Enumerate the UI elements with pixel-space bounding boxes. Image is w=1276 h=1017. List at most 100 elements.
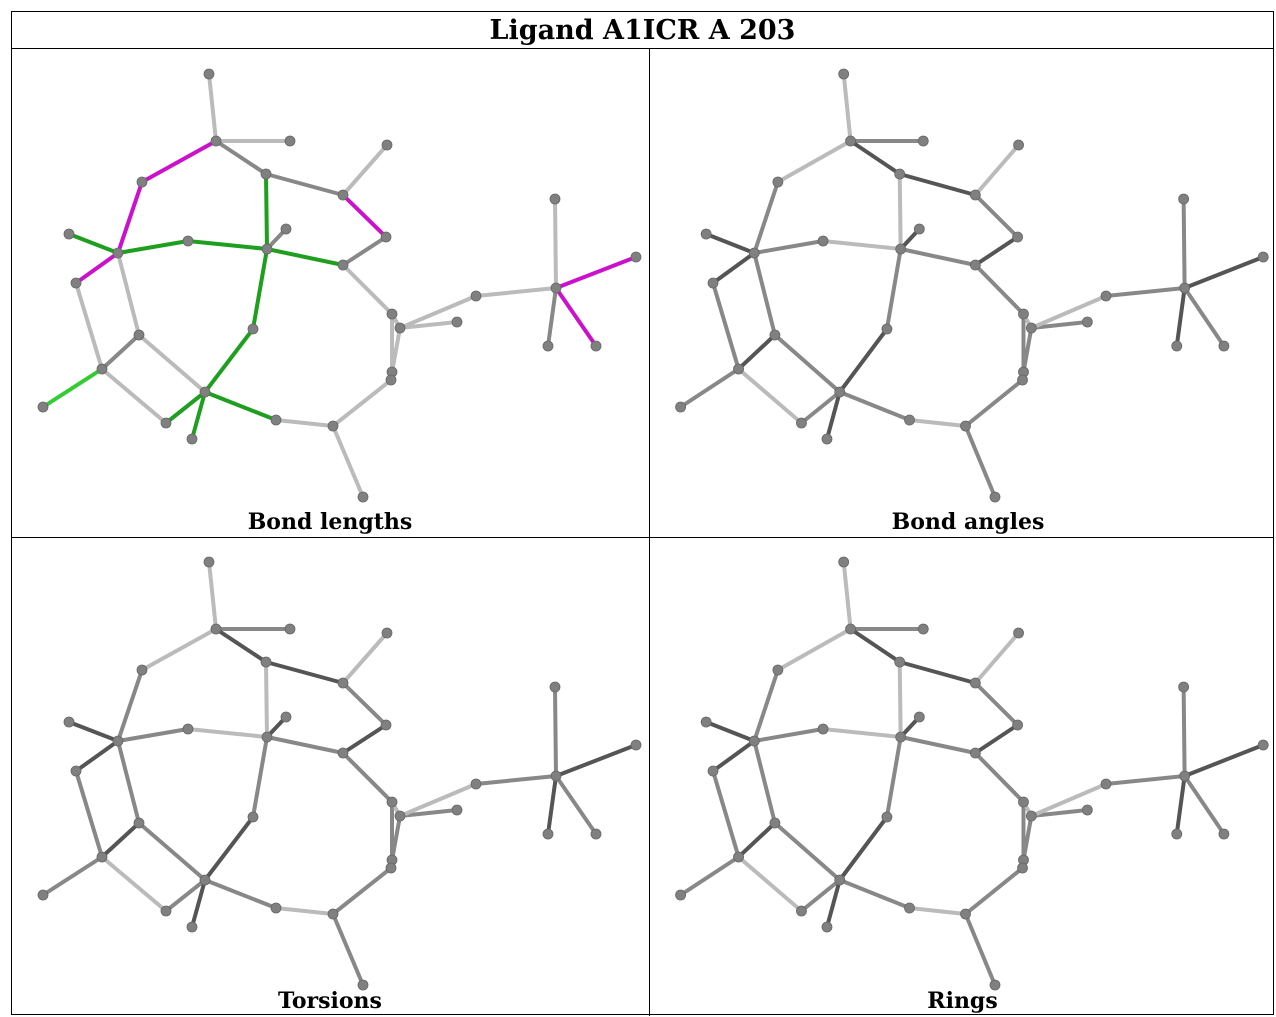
bond-line [1174, 774, 1187, 836]
bond-line [207, 72, 218, 143]
bond-line [973, 235, 1020, 267]
bond-line [973, 193, 1020, 239]
bond-line [736, 855, 804, 913]
bond-line [341, 263, 394, 316]
atom-sphere [451, 316, 463, 328]
bond-line [907, 906, 968, 916]
atom-sphere [969, 677, 981, 689]
atom-sphere [470, 778, 482, 790]
vertical-divider [649, 49, 650, 1016]
bond-line [1181, 685, 1187, 778]
atom-sphere [337, 677, 349, 689]
atom-sphere [186, 921, 198, 933]
bond-line [775, 627, 853, 672]
bond-line [116, 727, 190, 743]
atom-sphere [881, 323, 893, 335]
bond-line [554, 255, 638, 290]
atom-sphere [748, 247, 760, 259]
bond-line [186, 239, 269, 251]
bond-line [137, 333, 207, 394]
bond-line [678, 367, 741, 409]
atom-sphere [470, 290, 482, 302]
bond-line [390, 326, 402, 374]
bond-line [1029, 808, 1090, 818]
atom-sphere [1178, 193, 1190, 205]
atom-sphere [817, 723, 829, 735]
panel-rings: Rings [650, 538, 1275, 1016]
atom-sphere [1257, 739, 1269, 751]
bond-line [41, 855, 104, 897]
bond-line [74, 251, 120, 285]
bond-line [897, 172, 903, 251]
bond-line [554, 286, 598, 348]
bond-line [265, 247, 345, 267]
bond-line [711, 769, 741, 859]
bond-line [736, 333, 777, 371]
bond-line [824, 878, 842, 929]
atom-sphere [845, 623, 856, 635]
atom-sphere [989, 979, 1001, 991]
atom-sphere [1178, 681, 1190, 693]
atom-sphere [1013, 627, 1024, 639]
atom-sphere [590, 828, 602, 840]
atom-sphere [969, 189, 981, 201]
atom-sphere [894, 168, 906, 180]
bond-line [711, 251, 757, 285]
bond-line [1021, 326, 1034, 374]
atom-sphere [380, 231, 392, 243]
bond-line [207, 560, 218, 631]
bond-line [398, 808, 459, 818]
atom-sphere [630, 251, 642, 263]
atom-sphere [203, 556, 215, 568]
atom-sphere [1171, 340, 1183, 352]
bond-line [963, 378, 1025, 428]
bond-line [1104, 286, 1187, 298]
bond-line [203, 327, 255, 394]
atom-sphere [261, 243, 273, 255]
molecule-diagram-rings [675, 556, 1269, 991]
bond-line [704, 232, 757, 255]
bond-line [884, 247, 903, 331]
atom-sphere [186, 433, 198, 445]
horizontal-divider [12, 537, 1273, 538]
atom-sphere [37, 401, 49, 413]
atom-sphere [838, 68, 850, 80]
bond-line [251, 247, 269, 331]
bond-line [100, 333, 141, 371]
bond-line [898, 735, 978, 755]
atom-sphere [881, 811, 893, 823]
atom-sphere [1100, 778, 1112, 790]
bond-line [1181, 197, 1187, 290]
bond-line [837, 327, 889, 394]
bond-line [963, 424, 997, 499]
bond-line [100, 855, 168, 913]
bond-line [1104, 774, 1187, 786]
atom-sphere [895, 243, 907, 255]
figure-title: Ligand A1ICR A 203 [12, 12, 1273, 49]
bond-line [1029, 294, 1109, 330]
bond-line [973, 143, 1021, 197]
bond-line [140, 627, 218, 672]
bond-line [704, 720, 757, 743]
bond-line [398, 294, 478, 330]
atom-sphere [821, 433, 833, 445]
panel-torsions: Torsions [12, 538, 648, 1016]
bond-line [390, 814, 402, 862]
bond-line [1182, 743, 1266, 778]
atom-sphere [160, 905, 172, 917]
bond-line [711, 739, 757, 773]
atom-sphere [675, 401, 686, 413]
atom-sphere [385, 862, 397, 874]
atom-sphere [590, 340, 602, 352]
atom-sphere [707, 277, 719, 289]
bond-line [775, 139, 853, 184]
bond-line [752, 739, 777, 825]
atom-sphere [357, 979, 369, 991]
atom-sphere [550, 282, 562, 294]
bond-line [841, 560, 853, 631]
bond-line [554, 774, 598, 836]
bond-line [331, 912, 365, 987]
bond-line [116, 239, 190, 255]
atom-sphere [796, 417, 807, 429]
bond-line [341, 143, 389, 197]
